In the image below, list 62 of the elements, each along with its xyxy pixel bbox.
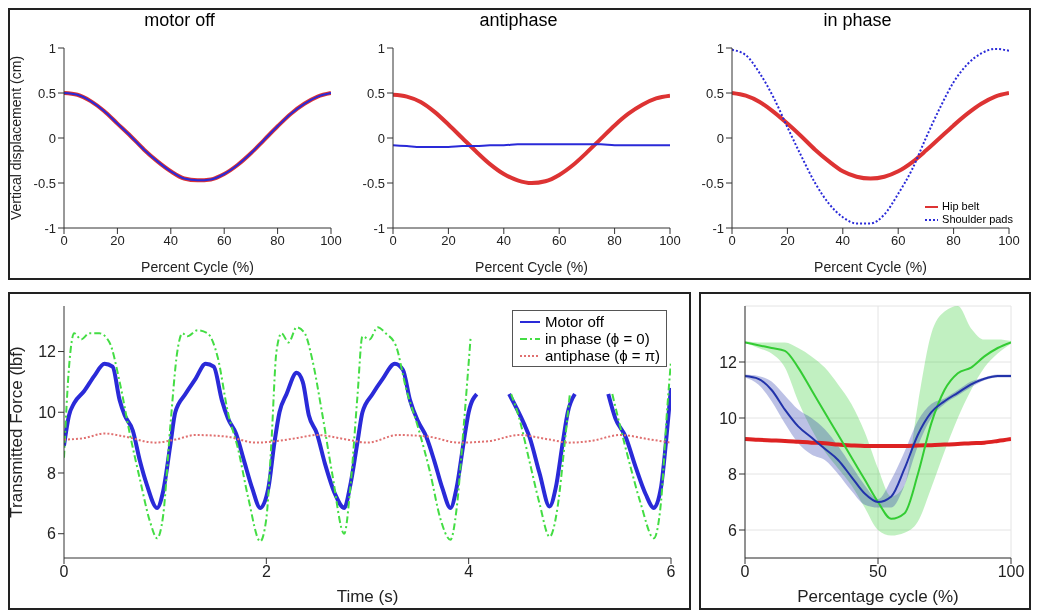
y-tick-label: 0.5	[37, 85, 56, 101]
chart-title: in phase	[822, 10, 893, 32]
y-tick-label: 12	[38, 343, 57, 361]
x-tick-label: 20	[780, 233, 795, 249]
y-tick-label: 1	[377, 40, 385, 56]
x-tick-label: 40	[496, 233, 512, 249]
x-tick-label: 2	[261, 563, 271, 581]
y-tick-label: -1	[373, 220, 385, 236]
x-tick-label: 40	[835, 233, 851, 249]
y-tick-label: 0	[377, 130, 385, 146]
x-tick-label: 4	[464, 563, 474, 581]
x-tick-label: 0	[59, 563, 69, 581]
x-axis-title: Percent Cycle (%)	[475, 259, 588, 275]
y-tick-label: 0.5	[366, 85, 385, 101]
x-axis-title: Percent Cycle (%)	[814, 259, 927, 275]
y-tick-label: 6	[47, 525, 57, 543]
x-tick-label: 50	[869, 563, 887, 581]
x-tick-label: 60	[890, 233, 906, 249]
x-tick-label: 0	[389, 233, 397, 249]
x-tick-label: 100	[320, 233, 342, 249]
x-tick-label: 20	[110, 233, 125, 249]
y-tick-label: -1	[712, 220, 724, 236]
y-tick-label: 8	[728, 465, 738, 483]
x-tick-label: 100	[659, 233, 681, 249]
y-tick-label: 10	[38, 403, 57, 421]
x-tick-label: 6	[666, 563, 676, 581]
x-axis-title: Percent Cycle (%)	[141, 259, 254, 275]
y-tick-label: -0.5	[701, 175, 724, 191]
chart-title: motor off	[143, 10, 216, 32]
x-tick-label: 60	[551, 233, 567, 249]
x-axis-title: Percentage cycle (%)	[797, 587, 959, 606]
y-tick-label: 1	[48, 40, 56, 56]
x-tick-label: 40	[163, 233, 179, 249]
legend-label: Shoulder pads	[942, 213, 1013, 226]
legend-label: antiphase (ϕ = π)	[544, 347, 660, 364]
y-tick-label: 12	[719, 353, 738, 371]
y-tick-label: 0	[48, 130, 56, 146]
y-tick-label: -0.5	[362, 175, 385, 191]
y-tick-label: 1	[716, 40, 724, 56]
x-tick-label: 0	[60, 233, 68, 249]
y-tick-label: 8	[47, 464, 57, 482]
y-axis-title: Vertical displacement (cm)	[7, 55, 24, 221]
y-tick-label: 0	[716, 130, 724, 146]
y-tick-label: -1	[44, 220, 56, 236]
x-tick-label: 20	[441, 233, 456, 249]
y-tick-label: 0.5	[705, 85, 724, 101]
legend-label: Motor off	[544, 313, 604, 330]
legend-label: in phase (ϕ = 0)	[544, 330, 650, 347]
y-tick-label: 6	[728, 521, 738, 539]
y-axis-title: Transmitted Force (lbf)	[7, 346, 27, 518]
x-tick-label: 60	[216, 233, 232, 249]
y-tick-label: -0.5	[33, 175, 56, 191]
x-tick-label: 80	[946, 233, 961, 249]
x-tick-label: 80	[607, 233, 622, 249]
x-tick-label: 100	[997, 563, 1025, 581]
y-tick-label: 10	[719, 409, 738, 427]
legend-label: Hip belt	[942, 200, 980, 213]
x-axis-title: Time (s)	[336, 587, 399, 606]
chart-title: antiphase	[478, 10, 559, 32]
x-tick-label: 0	[740, 563, 750, 581]
x-tick-label: 100	[998, 233, 1020, 249]
x-tick-label: 80	[270, 233, 285, 249]
